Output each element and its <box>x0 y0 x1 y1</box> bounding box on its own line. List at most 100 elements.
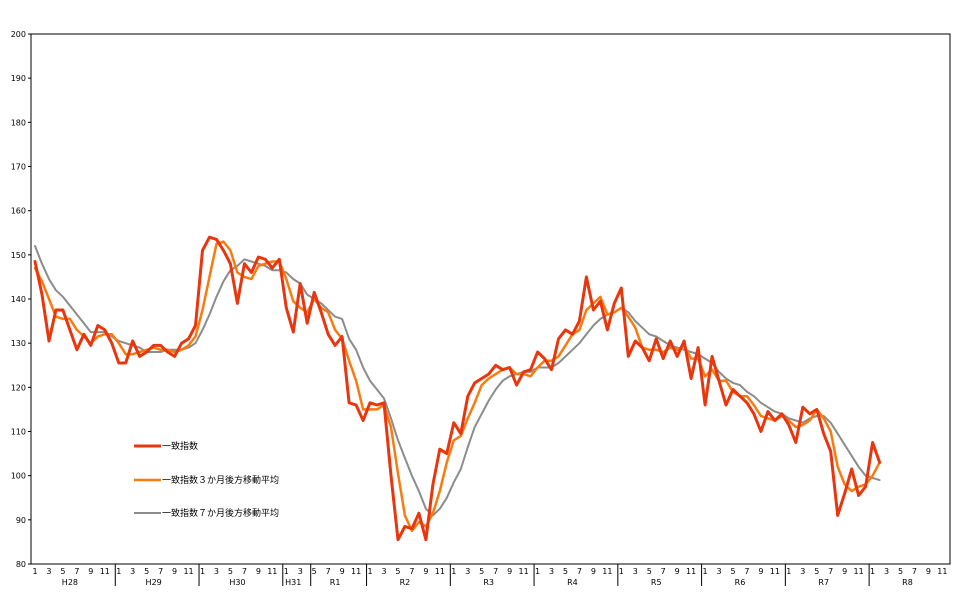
x-tick-label: 11 <box>435 567 445 576</box>
y-tick-label: 160 <box>11 207 26 216</box>
x-tick-label: 5 <box>395 567 400 576</box>
x-tick-label: 1 <box>451 567 456 576</box>
x-tick-label: 11 <box>770 567 780 576</box>
x-tick-label: 9 <box>591 567 596 576</box>
legend-label: 一致指数 <box>162 440 198 452</box>
x-tick-label: 5 <box>312 567 317 576</box>
x-tick-label: 1 <box>200 567 205 576</box>
x-tick-label: 5 <box>730 567 735 576</box>
x-tick-label: 3 <box>465 567 470 576</box>
x-tick-label: 3 <box>46 567 51 576</box>
x-tick-label: 3 <box>884 567 889 576</box>
era-label: R4 <box>567 578 578 587</box>
x-tick-label: 1 <box>619 567 624 576</box>
x-tick-label: 3 <box>214 567 219 576</box>
x-tick-label: 3 <box>633 567 638 576</box>
x-tick-label: 1 <box>870 567 875 576</box>
era-label: H30 <box>229 578 245 587</box>
x-tick-label: 9 <box>423 567 428 576</box>
era-label: R1 <box>330 578 341 587</box>
era-label: H29 <box>146 578 162 587</box>
x-tick-label: 3 <box>381 567 386 576</box>
x-tick-label: 9 <box>172 567 177 576</box>
y-tick-label: 110 <box>11 428 26 437</box>
x-tick-label: 7 <box>493 567 498 576</box>
x-tick-label: 5 <box>479 567 484 576</box>
x-tick-label: 7 <box>242 567 247 576</box>
y-tick-label: 150 <box>11 251 26 260</box>
x-tick-label: 9 <box>340 567 345 576</box>
x-tick-label: 11 <box>686 567 696 576</box>
x-tick-label: 9 <box>507 567 512 576</box>
x-tick-label: 9 <box>88 567 93 576</box>
x-tick-label: 3 <box>130 567 135 576</box>
y-tick-label: 90 <box>16 516 26 525</box>
x-tick-label: 9 <box>758 567 763 576</box>
y-axis: 80 90 100 110 120 130 140 150 160 170 180 190 200 <box>11 30 31 569</box>
x-tick-label: 1 <box>32 567 37 576</box>
legend-label: 一致指数７か月後方移動平均 <box>162 507 279 519</box>
x-tick-label: 9 <box>926 567 931 576</box>
x-tick-label: 11 <box>937 567 947 576</box>
x-tick-label: 11 <box>267 567 277 576</box>
x-tick-label: 5 <box>563 567 568 576</box>
x-tick-label: 5 <box>228 567 233 576</box>
series-group <box>33 235 882 542</box>
x-tick-label: 9 <box>256 567 261 576</box>
x-tick-label: 5 <box>814 567 819 576</box>
x-tick-label: 5 <box>60 567 65 576</box>
series-line-1 <box>33 235 882 542</box>
x-tick-label: 7 <box>326 567 331 576</box>
x-tick-label: 5 <box>898 567 903 576</box>
legend-label: 一致指数３か月後方移動平均 <box>162 474 279 486</box>
x-tick-label: 7 <box>828 567 833 576</box>
era-label: R6 <box>735 578 746 587</box>
x-tick-label: 3 <box>549 567 554 576</box>
x-tick-label: 11 <box>602 567 612 576</box>
x-tick-label: 5 <box>144 567 149 576</box>
era-label: R2 <box>400 578 411 587</box>
x-tick-label: 7 <box>661 567 666 576</box>
x-tick-label: 1 <box>367 567 372 576</box>
x-tick-label: 5 <box>647 567 652 576</box>
x-tick-label: 3 <box>298 567 303 576</box>
x-tick-label: 1 <box>703 567 708 576</box>
y-tick-label: 100 <box>11 472 26 481</box>
x-tick-label: 1 <box>284 567 289 576</box>
era-label: R5 <box>651 578 662 587</box>
x-tick-label: 11 <box>854 567 864 576</box>
era-label: H28 <box>62 578 78 587</box>
era-label: R7 <box>818 578 829 587</box>
x-tick-label: 9 <box>842 567 847 576</box>
y-tick-label: 130 <box>11 339 26 348</box>
x-tick-label: 7 <box>74 567 79 576</box>
y-tick-label: 140 <box>11 295 26 304</box>
y-tick-label: 200 <box>11 30 26 39</box>
y-tick-label: 80 <box>16 560 26 569</box>
x-tick-label: 7 <box>409 567 414 576</box>
x-tick-label: 1 <box>535 567 540 576</box>
y-tick-label: 170 <box>11 163 26 172</box>
era-label: R8 <box>902 578 913 587</box>
era-label: R3 <box>483 578 494 587</box>
x-axis: 1 3 5 7 9 11 1 3 5 7 9 11 1 3 5 7 9 11 1 3 5 7 9 11 1 3 5 7 9 11 1 3 5 7 9… <box>32 564 947 587</box>
x-tick-label: 11 <box>519 567 529 576</box>
x-tick-label: 7 <box>158 567 163 576</box>
x-tick-label: 7 <box>912 567 917 576</box>
series-line-3 <box>34 245 881 517</box>
plot-area <box>30 33 951 565</box>
x-tick-label: 7 <box>744 567 749 576</box>
x-tick-label: 1 <box>786 567 791 576</box>
x-tick-label: 9 <box>675 567 680 576</box>
era-label: H31 <box>285 578 301 587</box>
x-tick-label: 1 <box>116 567 121 576</box>
y-tick-label: 120 <box>11 383 26 392</box>
x-tick-label: 3 <box>716 567 721 576</box>
y-tick-label: 180 <box>11 118 26 127</box>
y-tick-label: 190 <box>11 74 26 83</box>
x-tick-label: 11 <box>351 567 361 576</box>
x-tick-label: 11 <box>100 567 110 576</box>
x-tick-label: 11 <box>183 567 193 576</box>
